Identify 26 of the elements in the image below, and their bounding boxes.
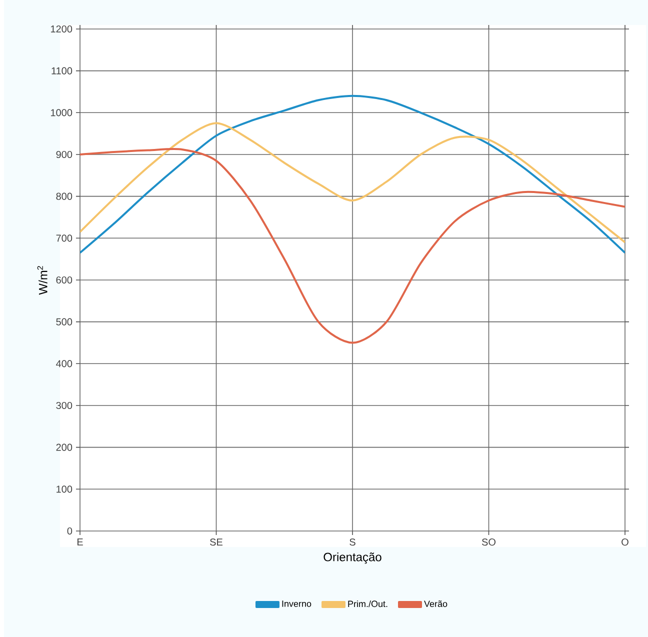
y-tick-label: 800: [56, 192, 72, 200]
y-tick-label: 1000: [50, 109, 72, 116]
x-tick-label: O: [622, 538, 628, 546]
y-tick-label: 100: [56, 486, 72, 493]
y-tick-label: 900: [56, 150, 72, 158]
x-tick-label: SO: [482, 538, 496, 546]
line-series: [80, 148, 625, 344]
y-tick-label: 200: [56, 444, 72, 451]
x-tick-label: S: [350, 538, 356, 546]
line-series: [80, 94, 625, 254]
y-tick-label: 300: [56, 402, 72, 410]
y-tick-label: 700: [56, 234, 72, 242]
x-tick-label: SE: [210, 538, 222, 546]
y-tick-label: 400: [56, 360, 72, 368]
y-axis-title: W/m$^{2}$: [37, 266, 48, 295]
x-tick-label: E: [77, 538, 83, 546]
line-series: [80, 122, 625, 244]
y-tick-label: 500: [56, 318, 72, 326]
y-tick-label: 600: [56, 276, 72, 284]
legend-label: Inverno: [282, 600, 312, 607]
y-tick-label: 1200: [50, 25, 72, 33]
y-tick-label: 0: [67, 527, 72, 535]
x-axis-title: Orientação: [324, 552, 382, 564]
legend-label: Verão: [424, 600, 448, 608]
y-tick-label: 1100: [52, 67, 72, 74]
legend-label: Prim./Out.: [348, 600, 388, 608]
